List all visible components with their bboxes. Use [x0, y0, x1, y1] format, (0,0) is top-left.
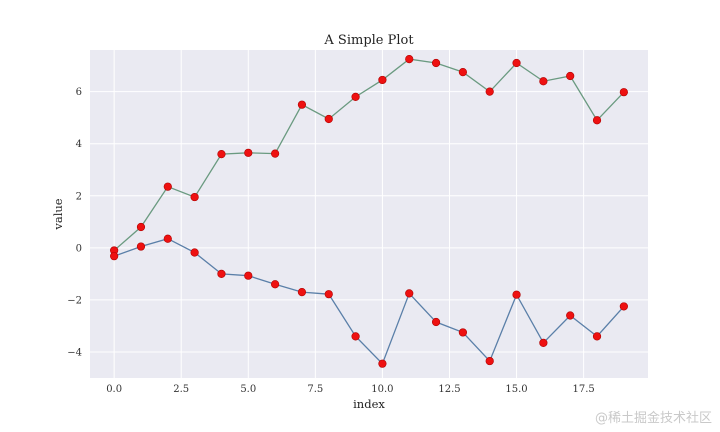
y-tick-label: 2 — [76, 191, 82, 202]
series-1-point — [271, 149, 280, 158]
series-2-point — [378, 359, 387, 368]
series-2-point — [297, 287, 307, 297]
series-2-point — [592, 332, 602, 341]
series-2-point — [271, 280, 280, 289]
series-2-point — [351, 332, 360, 341]
x-tick-label: 10.0 — [371, 384, 393, 395]
series-2-point — [324, 290, 333, 299]
series-1-point — [405, 55, 414, 64]
series-2-point — [458, 328, 467, 337]
series-1-point — [297, 100, 307, 109]
x-tick-label: 5.0 — [240, 384, 256, 395]
series-2-point — [512, 290, 521, 299]
x-tick-label: 2.5 — [173, 384, 189, 395]
x-tick-label: 12.5 — [438, 384, 460, 395]
series-1-point — [512, 58, 521, 68]
series-1-point — [163, 182, 172, 191]
series-2-point — [190, 248, 199, 257]
series-2-point — [163, 234, 172, 243]
watermark: @稀土掘金技术社区 — [594, 411, 712, 426]
series-2-point — [405, 289, 414, 298]
y-tick-label: 6 — [76, 87, 82, 98]
x-axis-ticks: 0.0 2.5 5.0 7.5 10.0 12.5 15.0 17.5 — [106, 384, 595, 395]
series-1-point — [592, 116, 602, 125]
y-tick-label: 4 — [76, 139, 82, 150]
x-tick-label: 15.0 — [505, 384, 527, 395]
series-2-point — [539, 338, 548, 347]
series-1-point — [217, 150, 226, 159]
series-1-point — [458, 68, 467, 77]
series-1-point — [539, 77, 548, 86]
series-1-point — [485, 87, 494, 96]
series-2-point — [619, 302, 628, 311]
series-2-point — [431, 317, 441, 327]
series-1-point — [244, 148, 253, 157]
series-2-point — [566, 311, 575, 320]
series-2-point — [217, 269, 226, 278]
series-1-point — [378, 75, 387, 85]
series-1-point — [431, 58, 441, 68]
x-tick-label: 17.5 — [572, 384, 594, 395]
plot-area — [90, 50, 648, 378]
series-layer — [110, 55, 628, 368]
y-axis-ticks: −4 −2 0 2 4 6 — [67, 87, 82, 358]
x-tick-label: 0.0 — [106, 384, 122, 395]
grid — [90, 50, 648, 378]
series-2-point — [244, 271, 253, 280]
series-2-point — [110, 252, 119, 261]
series-1-point — [619, 88, 628, 97]
series-1-point — [324, 114, 333, 124]
series-2-point — [136, 242, 146, 251]
series-1-point — [190, 192, 199, 202]
y-tick-label: −2 — [67, 295, 82, 306]
series-2-point — [485, 356, 494, 366]
y-axis-label: value — [51, 198, 65, 230]
series-2-line — [113, 238, 625, 365]
chart-title: A Simple Plot — [323, 33, 414, 48]
series-1-point — [136, 222, 146, 232]
series-1-point — [351, 92, 360, 101]
series-1-point — [566, 71, 575, 81]
x-tick-label: 7.5 — [307, 384, 323, 395]
y-tick-label: 0 — [76, 243, 82, 254]
x-axis-label: index — [353, 397, 385, 411]
y-tick-label: −4 — [67, 347, 82, 358]
series-1-line — [113, 58, 625, 251]
